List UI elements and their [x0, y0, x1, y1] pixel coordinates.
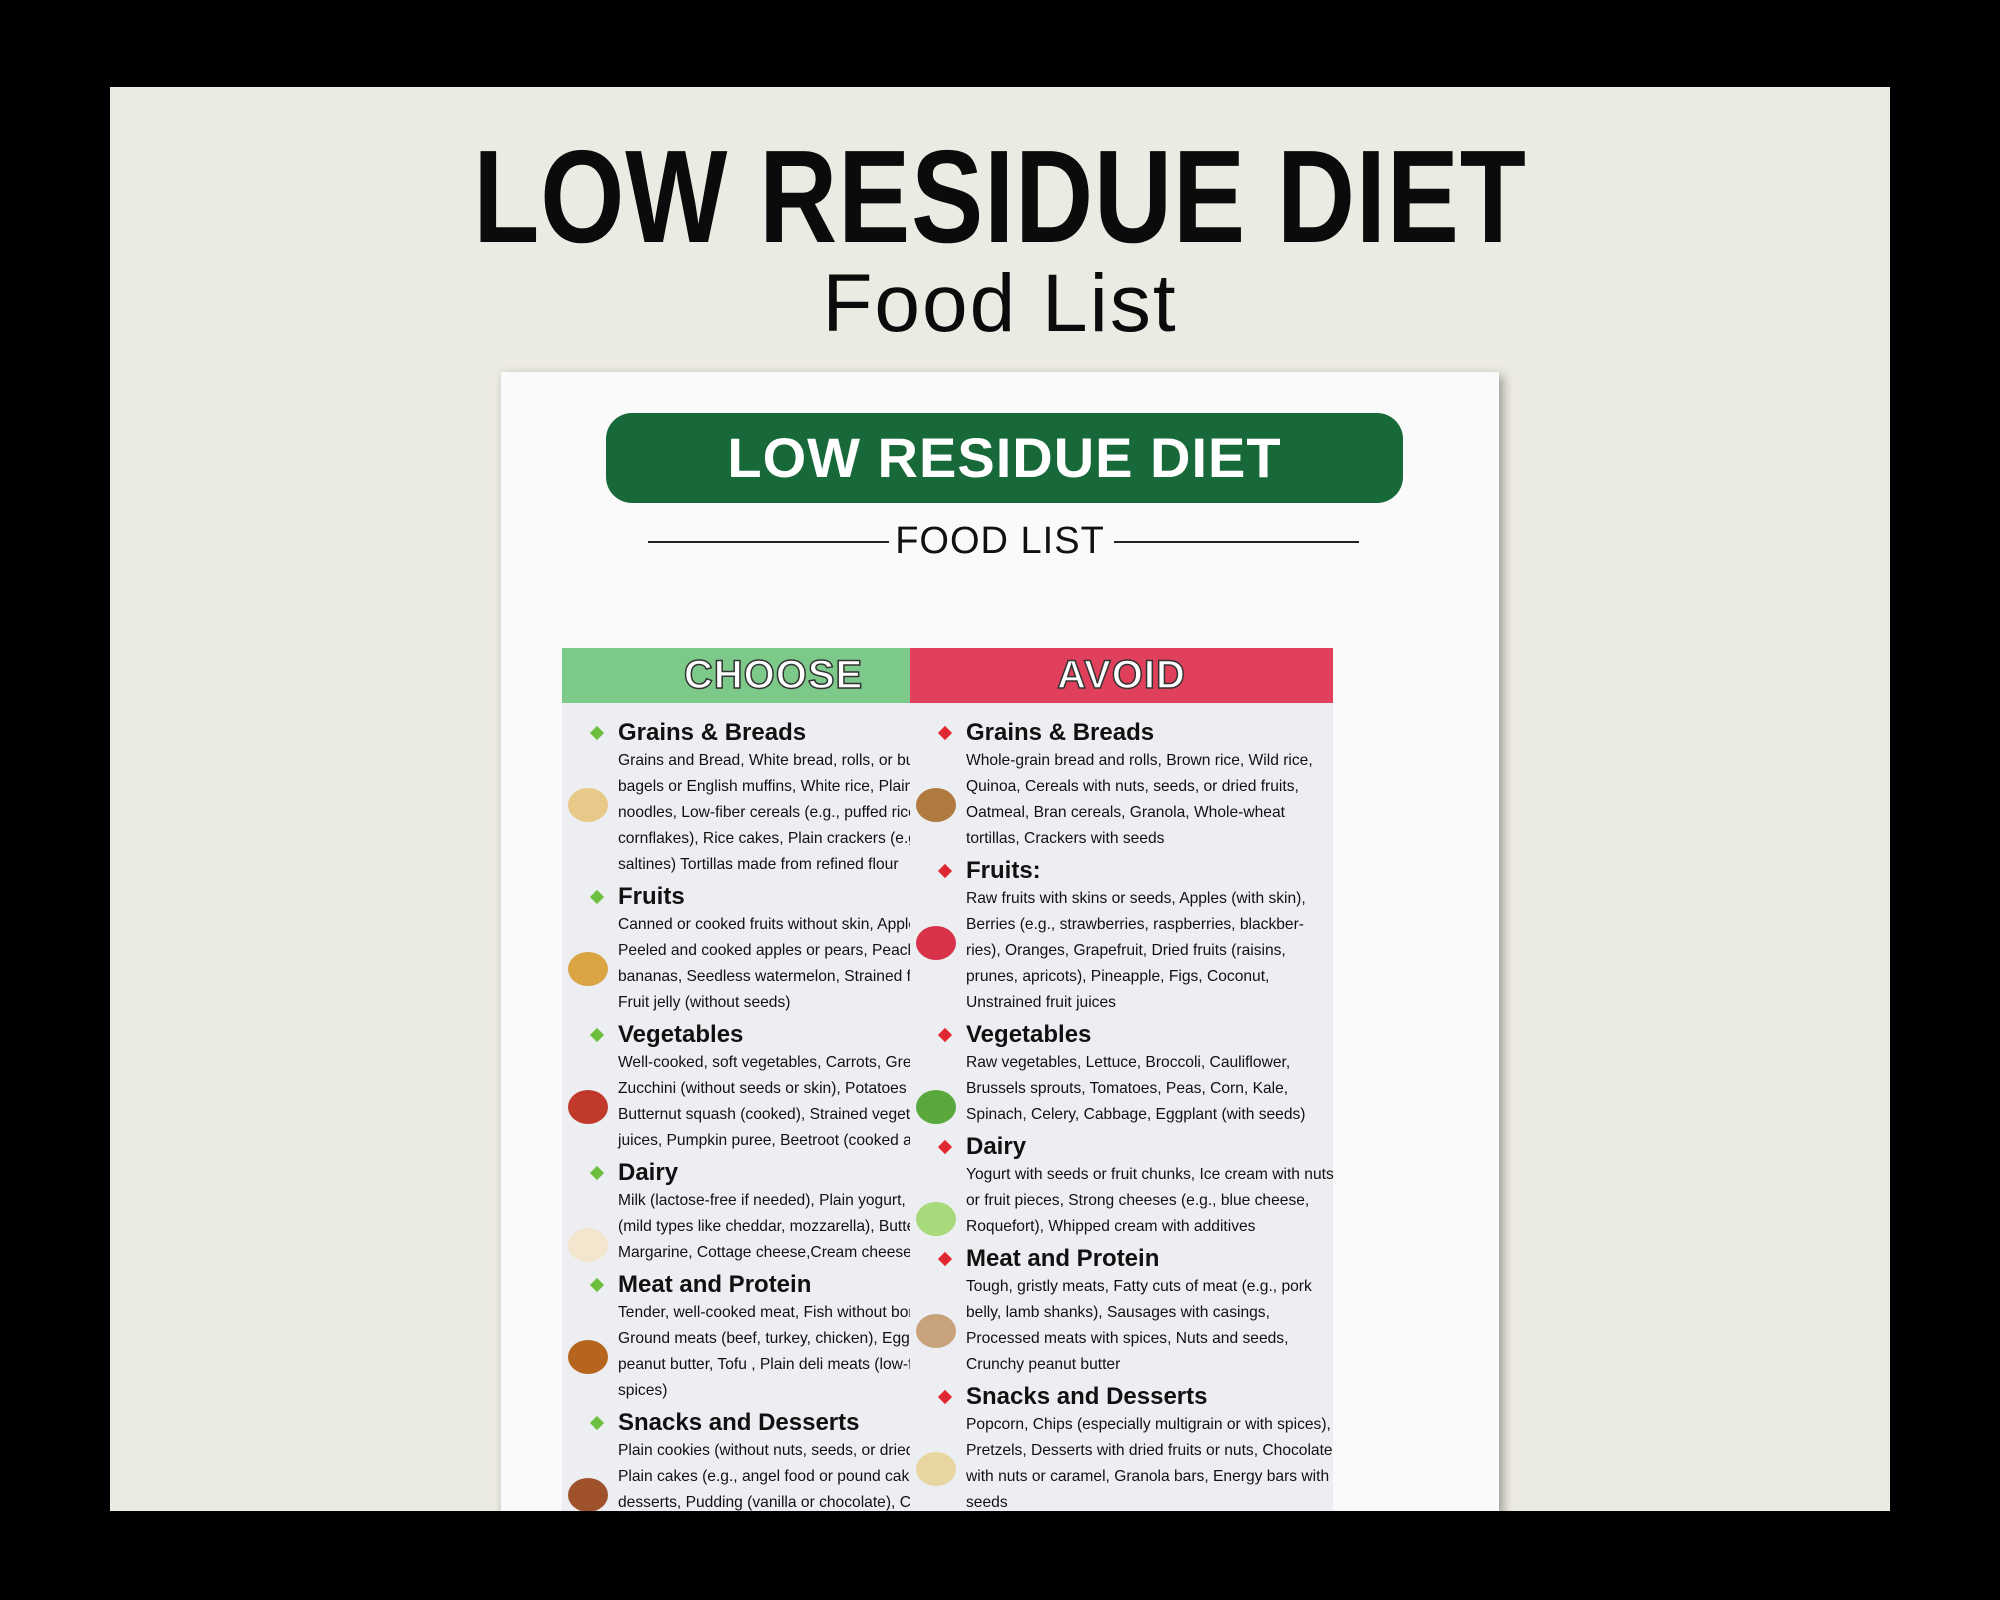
section-text: Raw vegetables, Lettuce, Broccoli, Cauli…: [966, 1054, 1306, 1123]
column-heading: AVOID: [910, 648, 1333, 703]
section-text: Popcorn, Chips (especially multigrain or…: [966, 1416, 1333, 1511]
poster-subtitle-text: FOOD LIST: [889, 520, 1111, 562]
food-icon: [916, 1452, 956, 1486]
section-title: Vegetables: [589, 1020, 986, 1050]
section-text: Canned or cooked fruits without skin, Ap…: [618, 916, 974, 1011]
food-icon: [916, 788, 956, 822]
bullet: [937, 1389, 953, 1405]
bullet: [589, 1277, 605, 1293]
section: Snacks and Desserts Plain cookies (withou…: [568, 1408, 986, 1511]
section-text: Yogurt with seeds or fruit chunks, Ice c…: [966, 1166, 1334, 1235]
section: Vegetables Raw vegetables, Lettuce, Brocc…: [916, 1020, 1334, 1128]
bullet: [589, 889, 605, 905]
section: Dairy Milk (lactose-free if needed), Plai…: [568, 1158, 986, 1266]
column: AVOID Grains & Breads Whole-grain bread an…: [910, 648, 1334, 1511]
bullet: [937, 1027, 953, 1043]
section: Dairy Yogurt with seeds or fruit chunks, …: [916, 1132, 1334, 1240]
food-icon: [568, 952, 608, 986]
section-title: Dairy: [589, 1158, 986, 1188]
section-text: Well-cooked, soft vegetables, Carrots, G…: [618, 1054, 986, 1149]
bullet: [937, 1139, 953, 1155]
section: Fruits: Raw fruits with skins or seeds, A…: [916, 856, 1334, 1016]
food-icon: [568, 1340, 608, 1374]
bullet: [589, 1415, 605, 1431]
section-title: Fruits: [589, 882, 986, 912]
section: Grains & Breads Grains and Bread, White b…: [568, 718, 986, 878]
bullet: [589, 725, 605, 741]
food-icon: [568, 1090, 608, 1124]
food-icon: [916, 1314, 956, 1348]
section-text: Raw fruits with skins or seeds, Apples (…: [966, 890, 1306, 1011]
section-text: Grains and Bread, White bread, rolls, or…: [618, 752, 975, 873]
section-title: Meat and Protein: [589, 1270, 986, 1300]
section: Grains & Breads Whole-grain bread and rol…: [916, 718, 1334, 852]
bullet: [937, 863, 953, 879]
rule: [648, 541, 893, 543]
section-title: Grains & Breads: [589, 718, 986, 748]
section-title: Dairy: [937, 1132, 1334, 1162]
section-text: Whole-grain bread and rolls, Brown rice,…: [966, 752, 1313, 847]
bullet: [589, 1027, 605, 1043]
section-title: Snacks and Desserts: [589, 1408, 986, 1438]
poster: LOW RESIDUE DIET FOOD LIST CHOOSE Grains …: [501, 372, 1499, 1511]
food-icon: [916, 926, 956, 960]
section: Fruits Canned or cooked fruits without sk…: [568, 882, 986, 1016]
food-icon: [568, 1228, 608, 1262]
section: Meat and Protein Tender, well-cooked meat…: [568, 1270, 986, 1404]
poster-subtitle: FOOD LIST: [501, 519, 1499, 563]
column-body: Grains & Breads Grains and Bread, White b…: [568, 718, 986, 1511]
section-text: Milk (lactose-free if needed), Plain yog…: [618, 1192, 964, 1261]
food-icon: [568, 1478, 608, 1511]
main-title: LOW RESIDUE DIET: [473, 123, 1527, 270]
section-title: Vegetables: [937, 1020, 1334, 1050]
food-icon: [916, 1090, 956, 1124]
section: Meat and Protein Tough, gristly meats, Fa…: [916, 1244, 1334, 1378]
bullet: [937, 725, 953, 741]
bullet: [937, 1251, 953, 1267]
section-title: Grains & Breads: [937, 718, 1334, 748]
section: Snacks and Desserts Popcorn, Chips (espec…: [916, 1382, 1334, 1511]
section-title: Meat and Protein: [937, 1244, 1334, 1274]
rule: [1114, 541, 1359, 543]
column-body: Grains & Breads Whole-grain bread and rol…: [916, 718, 1334, 1511]
poster-banner: LOW RESIDUE DIET: [606, 413, 1403, 503]
main-subtitle: Food List: [822, 258, 1178, 349]
food-icon: [916, 1202, 956, 1236]
section-text: Tender, well-cooked meat, Fish without b…: [618, 1304, 980, 1399]
bullet: [589, 1165, 605, 1181]
panel: LOW RESIDUE DIET Food List LOW RESIDUE D…: [110, 87, 1890, 1511]
section-text: Tough, gristly meats, Fatty cuts of meat…: [966, 1278, 1312, 1373]
section-title: Snacks and Desserts: [937, 1382, 1334, 1412]
food-icon: [568, 788, 608, 822]
section-text: Plain cookies (without nuts, seeds, or d…: [618, 1442, 981, 1511]
section-title: Fruits:: [937, 856, 1334, 886]
section: Vegetables Well-cooked, soft vegetables, …: [568, 1020, 986, 1154]
